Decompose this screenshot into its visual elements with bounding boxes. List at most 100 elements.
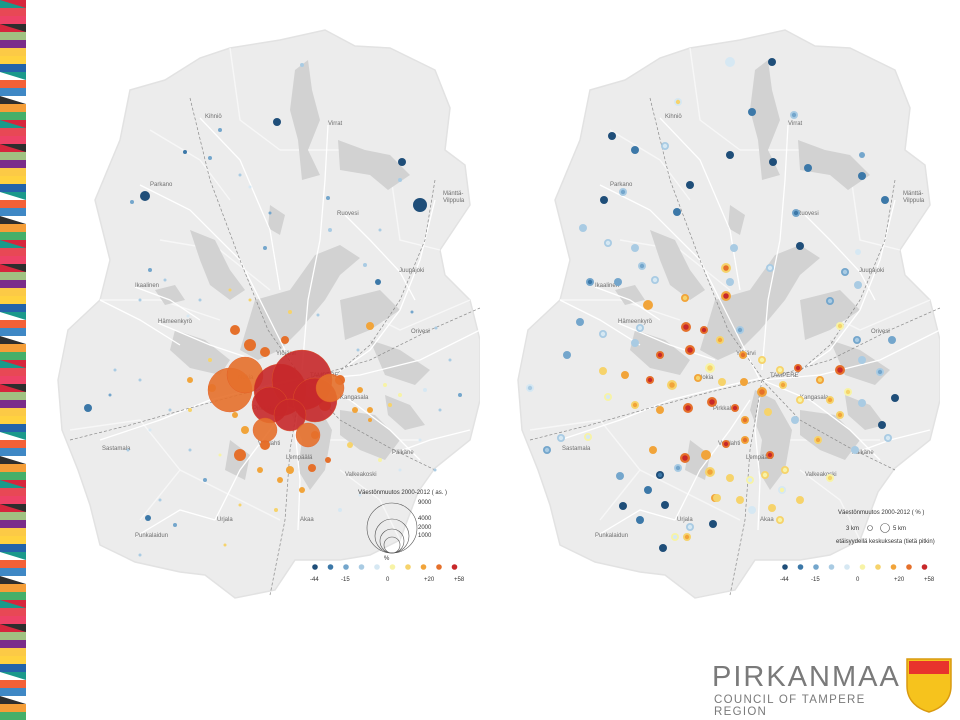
railway xyxy=(301,307,480,381)
size-legend-label-9000: 9000 xyxy=(418,500,432,506)
tick-zero: 0 xyxy=(386,577,390,583)
distance-ring-inner xyxy=(707,365,713,371)
distance-ring-inner xyxy=(723,265,729,271)
flag-strip-band xyxy=(0,176,26,184)
distance-ring-inner xyxy=(759,357,765,363)
distance-ring-inner xyxy=(827,397,833,403)
distance-ring-inner xyxy=(617,473,623,479)
population-bubble xyxy=(268,211,272,215)
place-label: Hämeenkyrö xyxy=(158,319,193,325)
flag-strip-wedge xyxy=(0,456,26,464)
flag-strip-band xyxy=(0,376,26,384)
population-bubble xyxy=(158,498,162,502)
distance-ring-inner xyxy=(675,465,681,471)
flag-strip-band xyxy=(0,568,26,576)
population-bubble xyxy=(308,464,316,472)
place-label: Ruovesi xyxy=(337,211,359,217)
distance-ring-inner xyxy=(727,59,733,65)
coat-of-arms-icon xyxy=(906,658,952,713)
place-label: Kihniö xyxy=(205,114,222,120)
flag-strip-band xyxy=(0,56,26,64)
population-bubble xyxy=(418,438,422,442)
road xyxy=(674,399,751,521)
municipality-border xyxy=(689,47,741,151)
population-bubble xyxy=(413,198,427,212)
population-bubbles xyxy=(84,63,462,557)
lake xyxy=(155,285,185,305)
flag-strip-wedge xyxy=(0,480,26,488)
distance-ring-inner xyxy=(759,389,765,395)
distance-ring-inner xyxy=(777,367,783,373)
railway xyxy=(649,97,763,379)
flag-strip-wedge xyxy=(0,360,26,368)
region-base xyxy=(517,29,940,599)
population-bubble xyxy=(277,477,283,483)
legend-swatch xyxy=(436,564,442,570)
brand-subtitle: COUNCIL OF TAMPERE REGION xyxy=(714,694,866,718)
flag-strip-band xyxy=(0,184,26,192)
population-bubble xyxy=(187,377,193,383)
flag-strip-wedge xyxy=(0,288,26,296)
distance-ring-inner xyxy=(709,399,715,405)
place-label: Mänttä- xyxy=(903,191,923,197)
flag-strip-wedge xyxy=(0,96,26,104)
population-bubble xyxy=(383,383,387,387)
population-bubble xyxy=(148,428,152,432)
place-label: Parkano xyxy=(150,182,173,188)
distance-ring-inner xyxy=(732,405,738,411)
population-bubble xyxy=(378,458,382,462)
distance-ring-inner xyxy=(703,452,709,458)
population-bubble xyxy=(188,408,192,412)
population-bubble xyxy=(458,393,462,397)
distance-ring-inner xyxy=(782,467,788,473)
distance-ring-inner xyxy=(657,352,663,358)
population-bubble xyxy=(130,200,134,204)
railway xyxy=(189,97,303,379)
population-bubble xyxy=(208,156,212,160)
place-label: Hämeenkyrö xyxy=(618,319,653,325)
flag-strip-wedge xyxy=(0,192,26,200)
flag-strip-wedge xyxy=(0,672,26,680)
flag-strip-band xyxy=(0,592,26,600)
distance-ring-inner xyxy=(632,147,638,153)
flag-strip-wedge xyxy=(0,624,26,632)
flag-strip-band xyxy=(0,344,26,352)
place-label: Ylöjärvi xyxy=(276,351,296,357)
distance-ring-inner xyxy=(662,502,668,508)
municipality-border xyxy=(609,129,691,201)
municipality-border xyxy=(560,299,681,321)
distance-ring-inner xyxy=(762,472,768,478)
railway xyxy=(791,179,896,379)
distance-legend: Väestönmuutos 2000-2012 ( % ) 3 km 5 km … xyxy=(836,510,935,545)
lake xyxy=(800,410,860,460)
population-bubble xyxy=(113,368,117,372)
size-legend-label-2000: 2000 xyxy=(418,525,432,531)
place-label: Kangasala xyxy=(340,395,369,401)
distance-ring-inner xyxy=(837,367,843,373)
distance-ring-inner xyxy=(683,324,689,330)
place-label: Ruovesi xyxy=(797,211,819,217)
tick-minus-44: -44 xyxy=(310,577,319,583)
legend-swatch xyxy=(844,564,850,570)
size-legend-circle-1000 xyxy=(383,536,401,554)
flag-strip-band xyxy=(0,40,26,48)
municipality-border xyxy=(100,299,221,321)
flag-strip-band xyxy=(0,688,26,696)
place-label: Nokia xyxy=(698,375,714,381)
road xyxy=(804,214,876,301)
flag-strip-wedge xyxy=(0,696,26,704)
legend-swatch xyxy=(890,564,897,570)
road xyxy=(617,322,716,361)
lake xyxy=(340,290,400,340)
population-bubble xyxy=(145,515,151,521)
municipality-border xyxy=(339,469,401,541)
municipality-border xyxy=(149,129,231,201)
distance-ring-inner xyxy=(859,357,865,363)
legend-swatch xyxy=(358,564,365,570)
place-label: TAMPERE xyxy=(770,373,799,379)
place-label: Virrat xyxy=(328,121,343,127)
flag-strip-band xyxy=(0,512,26,520)
lake xyxy=(728,205,745,235)
population-bubble xyxy=(273,118,281,126)
road xyxy=(559,299,641,346)
